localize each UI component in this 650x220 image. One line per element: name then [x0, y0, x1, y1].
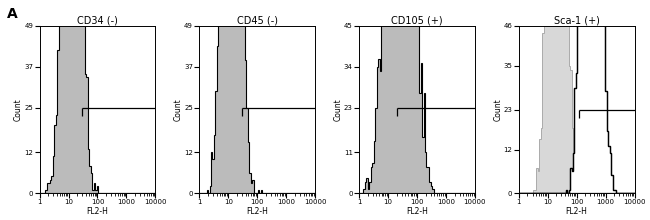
- Polygon shape: [359, 0, 475, 193]
- Y-axis label: Count: Count: [333, 98, 343, 121]
- Polygon shape: [519, 0, 634, 193]
- Text: A: A: [6, 7, 18, 21]
- Y-axis label: Count: Count: [14, 98, 23, 121]
- Title: Sca-1 (+): Sca-1 (+): [554, 15, 599, 25]
- Y-axis label: Count: Count: [174, 98, 183, 121]
- X-axis label: FL2-H: FL2-H: [246, 207, 268, 216]
- Polygon shape: [200, 0, 315, 193]
- Title: CD34 (-): CD34 (-): [77, 15, 118, 25]
- X-axis label: FL2-H: FL2-H: [406, 207, 428, 216]
- Title: CD45 (-): CD45 (-): [237, 15, 278, 25]
- Polygon shape: [519, 0, 634, 193]
- X-axis label: FL2-H: FL2-H: [86, 207, 109, 216]
- Polygon shape: [40, 0, 155, 193]
- Y-axis label: Count: Count: [493, 98, 502, 121]
- Title: CD105 (+): CD105 (+): [391, 15, 443, 25]
- X-axis label: FL2-H: FL2-H: [566, 207, 588, 216]
